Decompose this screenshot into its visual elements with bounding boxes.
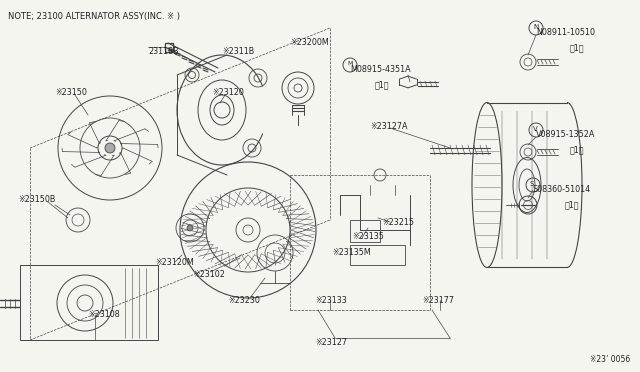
- Text: ※23135: ※23135: [352, 232, 384, 241]
- Bar: [350, 220, 380, 242]
- Text: ※2311B: ※2311B: [222, 47, 254, 56]
- Text: （1）: （1）: [565, 200, 579, 209]
- Text: ※23120: ※23120: [212, 88, 244, 97]
- Text: 23118B: 23118B: [148, 47, 179, 56]
- Text: NOTE; 23100 ALTERNATOR ASSY(INC. ※ ): NOTE; 23100 ALTERNATOR ASSY(INC. ※ ): [8, 12, 180, 21]
- Text: ※23230: ※23230: [228, 296, 260, 305]
- Text: M08915-4351A: M08915-4351A: [350, 65, 411, 74]
- Text: N: N: [533, 24, 538, 30]
- Text: （1）: （1）: [570, 43, 584, 52]
- Text: M: M: [347, 61, 353, 66]
- Text: （1）: （1）: [570, 145, 584, 154]
- Text: ※23120M: ※23120M: [155, 258, 194, 267]
- Text: V: V: [533, 126, 538, 132]
- Text: V08915-1352A: V08915-1352A: [536, 130, 595, 139]
- Text: ※23135M: ※23135M: [332, 248, 371, 257]
- Text: ※23127: ※23127: [315, 338, 347, 347]
- Text: S: S: [530, 181, 534, 187]
- Text: ※23133: ※23133: [315, 296, 347, 305]
- Text: （1）: （1）: [375, 80, 390, 89]
- Text: ※23150B: ※23150B: [18, 195, 56, 204]
- Text: ※23’ 0056: ※23’ 0056: [589, 355, 630, 364]
- Circle shape: [187, 225, 193, 231]
- Bar: [20, 265, 158, 340]
- Circle shape: [105, 143, 115, 153]
- Text: ※23200M: ※23200M: [290, 38, 329, 47]
- Text: ※23102: ※23102: [193, 270, 225, 279]
- Text: S08360-51014: S08360-51014: [533, 185, 591, 194]
- Text: N08911-10510: N08911-10510: [536, 28, 595, 37]
- Text: ※23127A: ※23127A: [370, 122, 408, 131]
- Bar: [350, 245, 405, 265]
- Text: ※23108: ※23108: [88, 310, 120, 319]
- Text: ※23150: ※23150: [55, 88, 87, 97]
- Text: ※23177: ※23177: [422, 296, 454, 305]
- Text: ※23215: ※23215: [382, 218, 414, 227]
